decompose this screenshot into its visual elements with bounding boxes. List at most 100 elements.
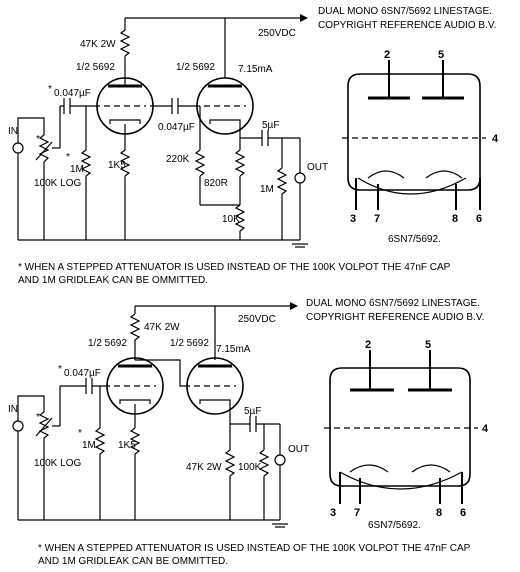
top-current-label: 7.15mA — [238, 64, 273, 75]
top-r-cathode1 — [119, 149, 131, 177]
top-pot — [38, 134, 50, 163]
bottom-note-line2: AND 1M GRIDLEAK CAN BE OMMITTED. — [38, 556, 228, 567]
top-in-wire — [17, 117, 45, 143]
top-r-out — [276, 167, 288, 195]
top-r-out-label: 1M — [260, 184, 274, 195]
top-r-bottom-label: 10K — [222, 214, 240, 225]
top-out-jack[interactable] — [294, 172, 306, 184]
bottom-note-line1: * WHEN A STEPPED ATTENUATOR IS USED INST… — [38, 543, 471, 554]
top-pin-label-8: 8 — [452, 213, 458, 225]
top-pin-cathode-left — [367, 170, 405, 179]
bottom-in-wire — [17, 395, 45, 421]
top-schematic: 250VDC 47K 2W 7.15mA 1/2 5692 1/2 5692 0… — [8, 6, 499, 286]
bottom-pin-label-2: 2 — [365, 339, 371, 351]
top-note-line1: * WHEN A STEPPED ATTENUATOR IS USED INST… — [18, 262, 451, 273]
top-r-plate1 — [119, 29, 131, 57]
bottom-pot-label: 100K LOG — [34, 458, 81, 469]
bottom-r-grid — [94, 427, 106, 455]
bottom-pin-heater — [339, 471, 463, 490]
bottom-c-in-mark: * — [58, 364, 62, 375]
top-tube1-label: 1/2 5692 — [76, 62, 115, 73]
bottom-c-out-label: 5µF — [244, 406, 261, 417]
bottom-schematic: 250VDC 47K 2W 7.15mA 1/2 5692 1/2 5692 I… — [8, 298, 489, 567]
top-pin-label-3: 3 — [350, 213, 356, 225]
bottom-tube1-label: 1/2 5692 — [88, 338, 127, 349]
top-pin-cathode-right — [425, 170, 463, 179]
top-tube2-label: 1/2 5692 — [176, 62, 215, 73]
top-pin-label-7: 7 — [374, 213, 380, 225]
bottom-r-load — [224, 449, 236, 477]
top-r-grid2-label: 220K — [166, 154, 190, 165]
top-title-line2: COPYRIGHT REFERENCE AUDIO B.V. — [318, 20, 496, 31]
top-pot-label: 100K LOG — [34, 178, 81, 189]
bottom-pin-label-5: 5 — [425, 339, 431, 351]
bottom-tube1-cathode — [119, 399, 151, 404]
top-r-plate1-label: 47K 2W — [80, 39, 116, 50]
bottom-tube2-cathode — [199, 399, 231, 404]
top-pin-envelope — [347, 73, 481, 191]
top-supply-label: 250VDC — [258, 28, 296, 39]
bottom-direct-couple — [135, 359, 190, 387]
top-r-cathode2 — [234, 149, 246, 177]
top-in-label: IN — [8, 126, 18, 137]
bottom-tube2-label: 1/2 5692 — [170, 338, 209, 349]
bottom-r-grid-label: 1M — [82, 440, 96, 451]
bottom-pin-label-4: 4 — [482, 423, 489, 435]
bottom-r-load-label: 47K 2W — [186, 462, 222, 473]
top-note-line2: AND 1M GRIDLEAK CAN BE OMMITTED. — [18, 275, 208, 286]
bottom-pot-wiper — [35, 417, 53, 437]
top-r-grid-mark: * — [66, 152, 70, 163]
top-title-line1: DUAL MONO 6SN7/5692 LINESTAGE. — [318, 6, 492, 17]
top-in-jack[interactable] — [12, 142, 24, 154]
top-out-label: OUT — [307, 162, 328, 173]
bottom-in-label: IN — [8, 404, 18, 415]
top-supply-arrow — [300, 14, 308, 22]
top-pot-wiper — [35, 141, 53, 161]
bottom-pin-label-6: 6 — [460, 507, 466, 519]
top-tube2-cathode — [209, 119, 241, 124]
bottom-pin-envelope — [329, 367, 471, 487]
bottom-pin-cathode-right — [411, 464, 451, 473]
bottom-r-plate1-label: 47K 2W — [144, 322, 180, 333]
bottom-title-line2: COPYRIGHT REFERENCE AUDIO B.V. — [306, 312, 484, 323]
top-r-grid-label: 1M — [70, 164, 84, 175]
bottom-supply-arrow — [290, 302, 298, 310]
bottom-pot — [38, 411, 50, 439]
top-c-couple-label: 0.047µF — [158, 122, 195, 133]
bottom-current-label: 7.15mA — [216, 344, 251, 355]
bottom-r-plate1 — [129, 313, 141, 341]
top-c-in-label: 0.047µF — [54, 88, 91, 99]
bottom-pot-mark: * — [36, 412, 40, 423]
bottom-out-jack[interactable] — [274, 454, 286, 466]
top-tube-name: 6SN7/5692. — [388, 234, 441, 245]
top-pot-mark: * — [36, 134, 40, 145]
bottom-pin-label-8: 8 — [436, 507, 442, 519]
bottom-supply-label: 250VDC — [238, 314, 276, 325]
top-r-grid2 — [194, 149, 206, 177]
bottom-c-in-label: 0.047µF — [64, 368, 101, 379]
bottom-in-jack[interactable] — [12, 420, 24, 432]
top-r-cathode1-label: 1K5 — [108, 160, 126, 171]
bottom-r-out — [258, 449, 270, 477]
bottom-pin-label-7: 7 — [354, 507, 360, 519]
top-c-out-label: 5µF — [262, 120, 279, 131]
bottom-r-out-label: 100K — [238, 462, 262, 473]
top-r-bottom — [234, 204, 246, 232]
top-pin-label-4: 4 — [492, 133, 499, 145]
top-pin-label-5: 5 — [438, 49, 444, 61]
bottom-out-label: OUT — [288, 444, 309, 455]
top-r-cathode2-label: 820R — [204, 178, 228, 189]
bottom-title-line1: DUAL MONO 6SN7/5692 LINESTAGE. — [306, 298, 480, 309]
top-pin-label-6: 6 — [476, 213, 482, 225]
top-c-in-mark: * — [48, 84, 52, 95]
bottom-pin-cathode-left — [349, 464, 389, 473]
top-pin-heater — [357, 177, 467, 195]
top-tube1-cathode — [109, 119, 141, 124]
bottom-r-grid-mark: * — [78, 428, 82, 439]
top-r-grid — [80, 149, 92, 177]
bottom-r-cathode1-label: 1K5 — [118, 440, 136, 451]
bottom-tube-name: 6SN7/5692. — [368, 520, 421, 531]
top-pin-label-2: 2 — [384, 49, 390, 61]
bottom-pin-label-3: 3 — [330, 507, 336, 519]
